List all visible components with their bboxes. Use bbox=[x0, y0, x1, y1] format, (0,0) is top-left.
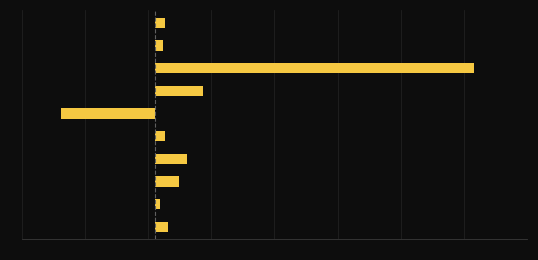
Bar bbox=[154, 86, 202, 96]
Bar bbox=[154, 131, 165, 141]
Bar bbox=[61, 108, 154, 119]
Bar bbox=[154, 63, 474, 73]
Bar bbox=[154, 222, 168, 232]
Bar bbox=[154, 176, 179, 186]
Bar bbox=[154, 199, 160, 209]
Bar bbox=[154, 18, 165, 28]
Bar bbox=[154, 40, 162, 51]
Bar bbox=[154, 154, 187, 164]
